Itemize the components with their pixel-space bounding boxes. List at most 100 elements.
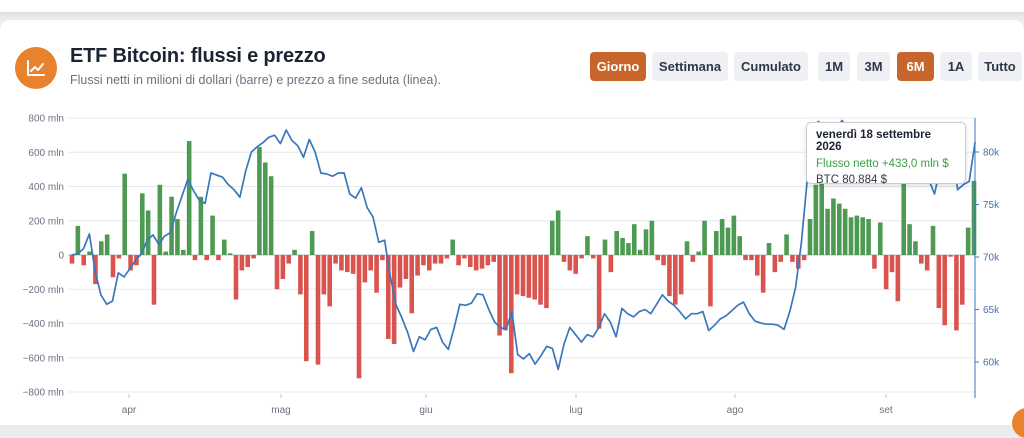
flow-bar xyxy=(719,219,725,255)
flow-bar xyxy=(684,241,690,255)
flow-bar xyxy=(104,234,110,255)
axes-layer: 800 mln 600 mln 400 mln 200 mln 0 −200 mln −40… xyxy=(23,114,1001,417)
flow-bar xyxy=(661,255,666,266)
flow-bar xyxy=(503,255,508,331)
y2-tick-label: 70k xyxy=(983,253,1000,264)
flow-bar xyxy=(286,255,292,264)
line-chart-icon xyxy=(15,47,57,89)
flow-bar xyxy=(110,255,116,278)
flow-bar xyxy=(842,208,848,255)
view-button-settimana[interactable]: Settimana xyxy=(652,52,728,81)
flow-bar xyxy=(397,255,403,288)
flow-bar xyxy=(608,255,614,273)
flow-bar xyxy=(948,255,953,257)
flow-bar xyxy=(239,255,245,271)
x-tick-label: lug xyxy=(569,405,582,416)
flow-bar xyxy=(473,255,479,271)
range-button-1a[interactable]: 1A xyxy=(940,52,972,81)
flow-bar xyxy=(924,255,930,271)
flow-bar xyxy=(180,249,186,255)
flow-bar xyxy=(356,255,362,379)
view-button-cumulato[interactable]: Cumulato xyxy=(734,52,808,81)
flow-bar xyxy=(965,227,971,255)
flow-bar xyxy=(426,255,432,271)
view-button-giorno[interactable]: Giorno xyxy=(590,52,646,81)
flow-bar xyxy=(866,219,871,255)
flow-bar xyxy=(333,255,338,264)
flow-bar xyxy=(385,255,391,339)
flow-bar xyxy=(444,255,450,259)
flow-bar xyxy=(192,255,198,261)
y-tick-label: 200 mln xyxy=(28,216,64,227)
y-tick-label: −400 mln xyxy=(23,319,64,330)
flow-bar xyxy=(151,255,157,305)
flow-bar xyxy=(175,219,180,255)
flow-bar xyxy=(339,255,344,271)
flow-bar xyxy=(462,255,467,259)
flow-bar xyxy=(766,243,772,255)
flow-bar xyxy=(368,255,374,271)
flow-bar xyxy=(737,236,743,255)
flow-bar xyxy=(432,255,438,264)
flow-bar xyxy=(327,255,333,307)
flow-bar xyxy=(421,255,426,266)
flow-bar xyxy=(836,203,842,256)
y2-tick-label: 65k xyxy=(983,305,1000,316)
flow-bar xyxy=(81,255,87,266)
flow-bar xyxy=(409,255,415,314)
top-strip xyxy=(0,0,1024,13)
flow-bar xyxy=(702,220,707,255)
flow-bar xyxy=(848,217,854,255)
tooltip: venerdì 18 settembre 2026 Flusso netto +… xyxy=(806,122,966,186)
flow-bar xyxy=(784,234,789,255)
flow-bar xyxy=(614,231,620,255)
flow-bar xyxy=(309,231,315,255)
flow-bar xyxy=(245,255,251,267)
flow-bar xyxy=(573,255,579,274)
flow-bar xyxy=(69,255,75,264)
flow-bar xyxy=(596,255,602,329)
range-button-tutto[interactable]: Tutto xyxy=(978,52,1022,81)
tooltip-flow: Flusso netto +433,0 mln $ xyxy=(816,158,949,170)
flow-bar xyxy=(831,198,836,255)
flow-bar xyxy=(579,255,584,259)
flow-bar xyxy=(760,255,766,293)
y2-tick-label: 60k xyxy=(983,358,1000,369)
flow-bar xyxy=(98,241,104,255)
flow-bar xyxy=(303,255,309,362)
flow-bar xyxy=(450,239,456,255)
flow-bar xyxy=(626,243,631,255)
flow-bar xyxy=(672,255,678,305)
flow-bar xyxy=(216,255,221,261)
flow-bar xyxy=(391,255,397,345)
bars-layer xyxy=(69,141,977,379)
x-tick-label: apr xyxy=(122,405,137,416)
flow-bar xyxy=(895,255,901,302)
flow-bar xyxy=(87,251,92,255)
flow-bar xyxy=(298,255,303,295)
page-title: ETF Bitcoin: flussi e prezzo xyxy=(70,45,326,67)
range-button-6m[interactable]: 6M xyxy=(897,52,934,81)
x-tick-label: ago xyxy=(727,405,744,416)
flow-bar xyxy=(544,255,549,309)
flow-bar xyxy=(678,255,684,295)
flow-bar xyxy=(467,255,473,267)
flow-bar xyxy=(415,255,420,276)
flow-bar xyxy=(778,255,784,262)
flow-bar xyxy=(655,255,661,261)
flow-bar xyxy=(690,255,696,262)
flow-bar xyxy=(145,210,151,255)
flow-bar xyxy=(514,255,520,295)
flow-bar xyxy=(350,255,356,274)
flow-bar xyxy=(204,255,210,261)
flow-bar xyxy=(479,255,485,269)
flow-bar xyxy=(954,255,959,331)
flow-bar xyxy=(590,255,596,259)
tooltip-price: BTC 80.884 $ xyxy=(816,174,887,186)
range-button-1m[interactable]: 1M xyxy=(818,52,850,81)
flow-bar xyxy=(526,255,532,298)
flow-bar xyxy=(749,255,754,261)
x-tick-label: giu xyxy=(419,405,432,416)
flow-bar xyxy=(380,255,385,261)
range-button-3m[interactable]: 3M xyxy=(857,52,890,81)
